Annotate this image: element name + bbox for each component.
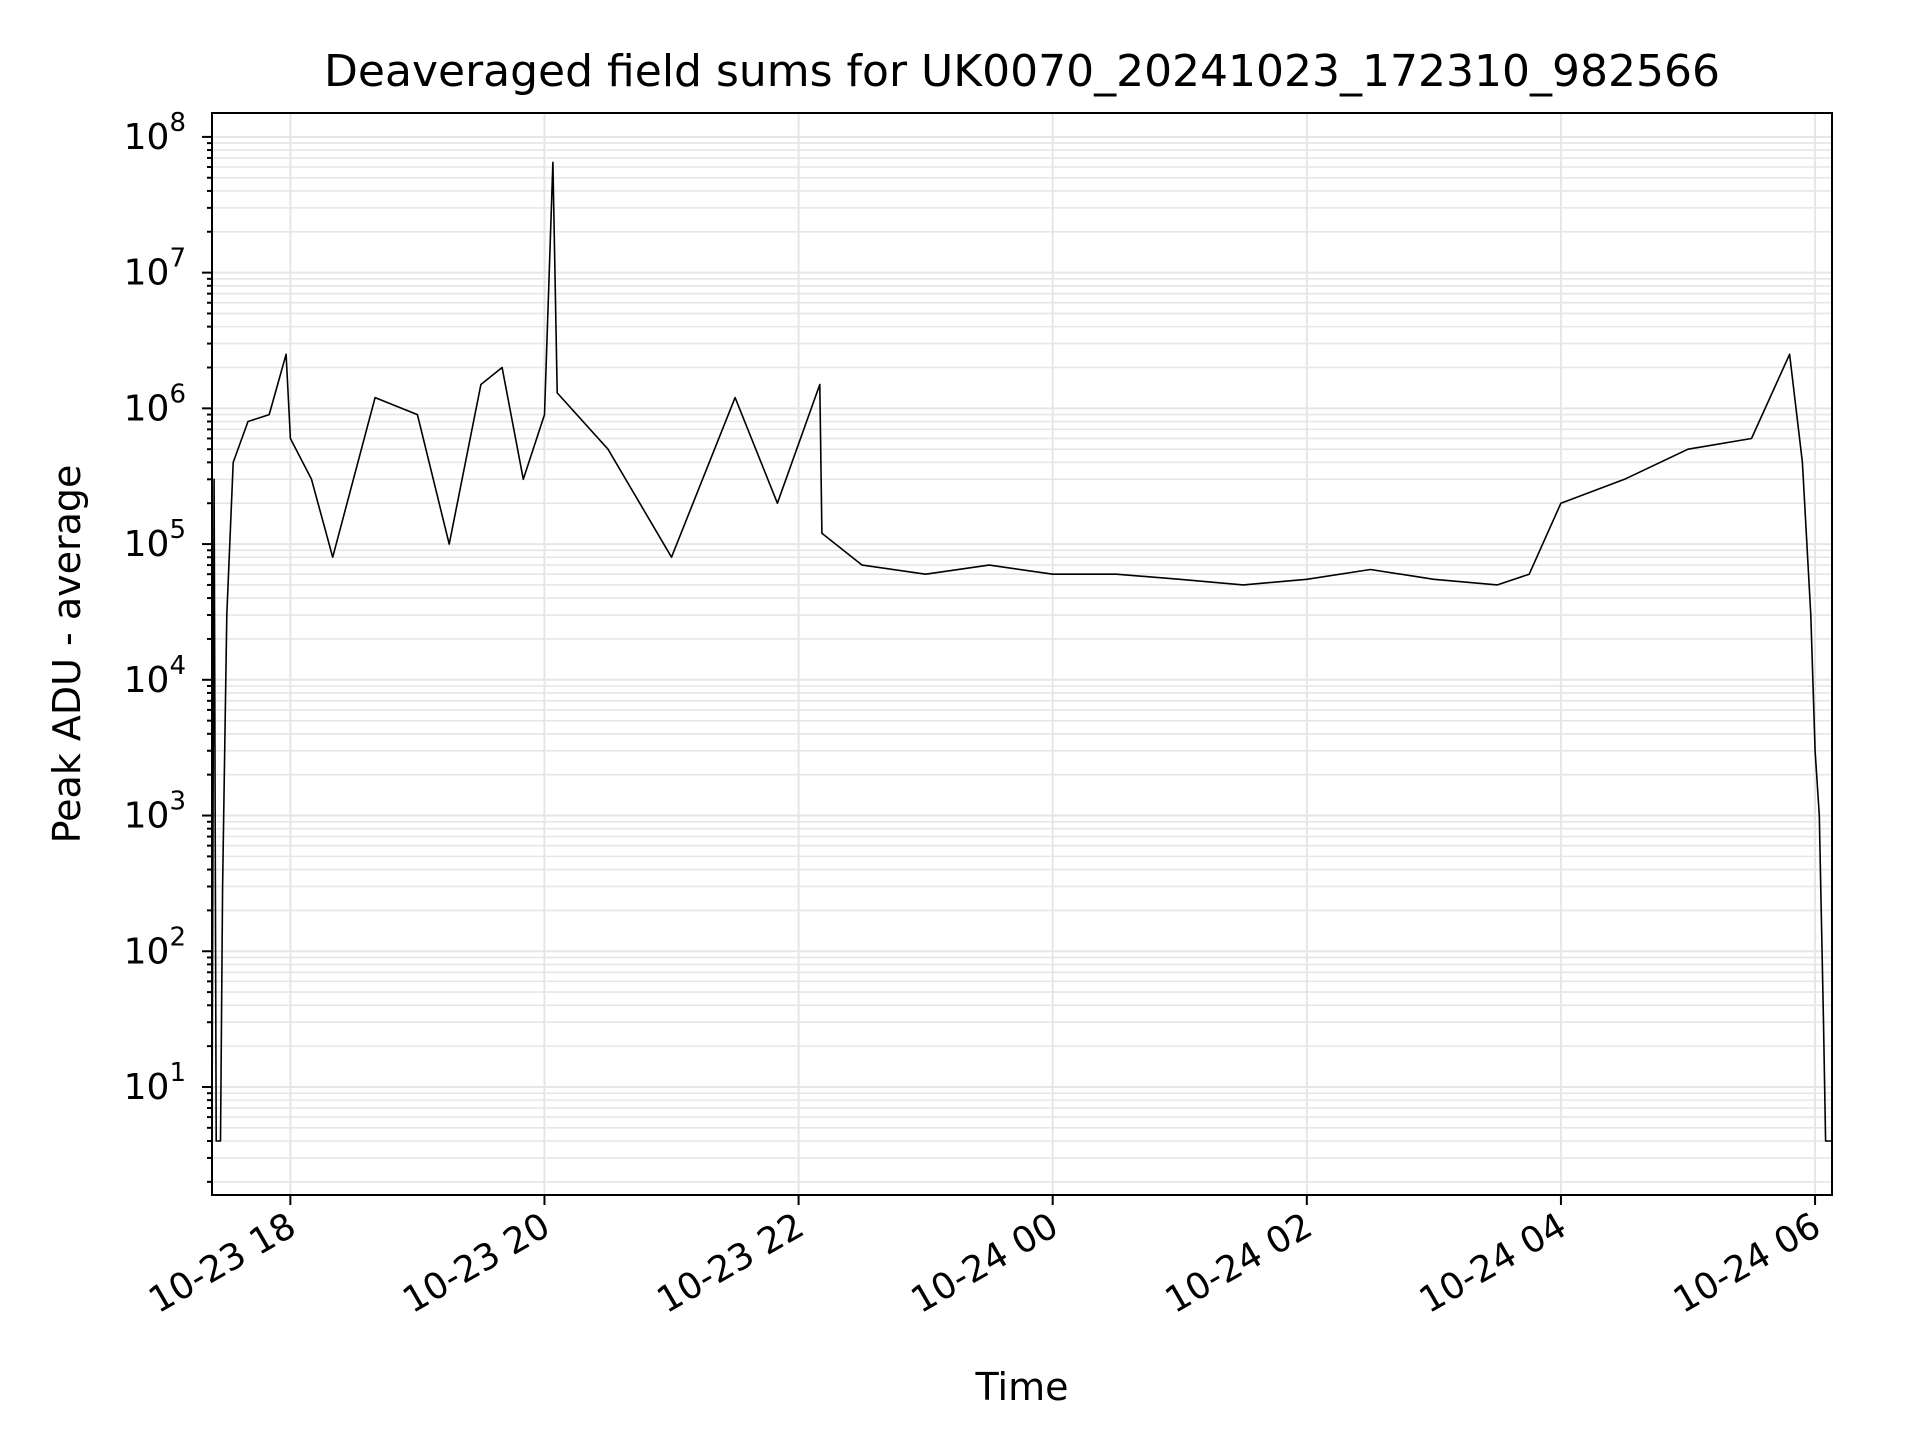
y-tick-label: 106 bbox=[124, 379, 186, 429]
y-tick-label: 105 bbox=[124, 515, 186, 565]
plot-frame bbox=[211, 112, 1833, 1196]
y-tick-label: 104 bbox=[124, 651, 186, 701]
y-tick-label: 103 bbox=[124, 787, 186, 837]
y-tick-label: 107 bbox=[124, 244, 186, 294]
grid bbox=[212, 113, 1832, 1195]
series-layer bbox=[211, 161, 1832, 1142]
chart-title: Deaveraged field sums for UK0070_2024102… bbox=[324, 46, 1720, 97]
y-axis-label: Peak ADU - average bbox=[45, 465, 89, 844]
series-line bbox=[211, 161, 1832, 1142]
y-tick-label: 108 bbox=[124, 108, 186, 158]
x-axis-label: Time bbox=[975, 1365, 1069, 1409]
y-tick-label: 102 bbox=[124, 922, 186, 972]
y-tick-label: 101 bbox=[124, 1058, 186, 1108]
